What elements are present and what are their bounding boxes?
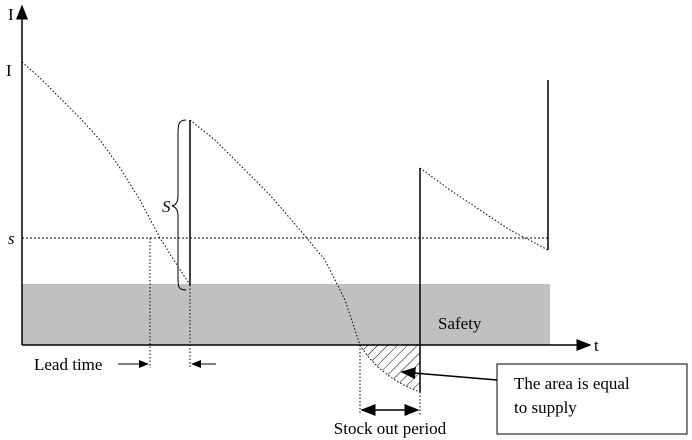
callout-pointer <box>400 367 498 381</box>
inventory-curve <box>21 61 549 393</box>
order-size-label: S <box>162 197 171 216</box>
callout-text: The area is equal <box>514 374 630 393</box>
y-axis-label: I <box>8 5 14 24</box>
guide-lines <box>149 238 421 415</box>
lead-time-label: Lead time <box>34 355 102 374</box>
callout-text: to supply <box>514 398 577 417</box>
initial-level-label: I <box>6 61 12 80</box>
stock-out-area <box>360 345 420 392</box>
reorder-level-label: s <box>8 229 15 248</box>
safety-stock-region <box>22 284 550 345</box>
x-axis-label: t <box>594 336 599 355</box>
callout-box <box>496 363 688 435</box>
stock-out-label: Stock out period <box>334 419 447 438</box>
order-size-brace <box>171 119 187 291</box>
safety-label: Safety <box>438 314 482 333</box>
replenishment-lines <box>189 80 549 392</box>
